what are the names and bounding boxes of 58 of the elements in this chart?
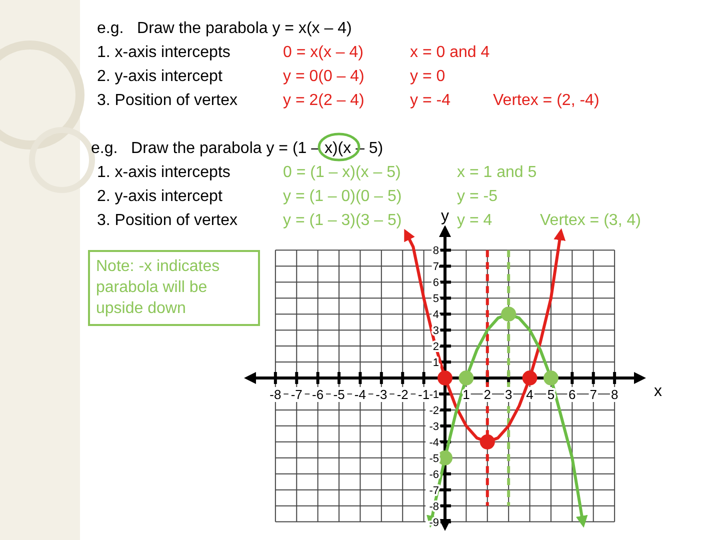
text: 3. Position of vertex <box>97 92 238 109</box>
x-axis-title: x <box>654 383 662 400</box>
x-tick-label: 3 <box>504 387 512 402</box>
text: Vertex = (3, 4) <box>540 212 641 229</box>
x-tick-label: -6 <box>312 387 324 402</box>
point <box>501 306 516 322</box>
text: 2. y-axis intercept <box>97 188 223 205</box>
text: y = 0(0 – 4) <box>283 68 364 85</box>
y-tick-label: 3 <box>432 325 439 338</box>
point <box>438 450 452 466</box>
y-tick-label: 5 <box>432 293 439 306</box>
point <box>438 370 452 386</box>
text: y = 4 <box>457 212 492 229</box>
y-tick-label: -2 <box>429 404 439 417</box>
text: y = -4 <box>410 92 451 109</box>
text: e.g. Draw the parabola y = x(x – 4) <box>97 20 352 37</box>
x-tick-label: 2 <box>484 387 492 402</box>
x-tick-label: -8 <box>270 387 282 402</box>
x-tick-label: 7 <box>590 387 597 402</box>
x-tick-label: -3 <box>376 387 388 402</box>
text: Note: -x indicates parabola will be upside down <box>96 258 220 317</box>
text: x = 1 and 5 <box>457 164 537 181</box>
x-tick-label: 6 <box>568 387 576 402</box>
y-tick-label: -3 <box>429 420 439 433</box>
x-tick-label: -2 <box>396 387 408 402</box>
point <box>480 434 495 450</box>
text: 2. y-axis intercept <box>97 68 223 85</box>
text: 3. Position of vertex <box>97 212 238 229</box>
y-tick-label: 8 <box>432 245 439 258</box>
x-tick-label: 1 <box>462 387 470 402</box>
y-tick-label: 6 <box>432 277 439 290</box>
y-tick-label: -5 <box>429 452 439 465</box>
y-tick-label: 1 <box>432 357 439 370</box>
x-tick-label: -5 <box>333 387 345 402</box>
text: y = -5 <box>457 188 498 205</box>
x-tick-label: -7 <box>290 387 302 402</box>
text: 0 = (1 – x)(x – 5) <box>283 164 401 181</box>
text: y = (1 – 3)(3 – 5) <box>283 212 402 229</box>
text: y = 0 <box>410 68 446 85</box>
point <box>458 370 474 386</box>
y-tick-label: -6 <box>429 468 439 481</box>
text: x = 0 and 4 <box>410 44 490 61</box>
point <box>543 370 558 386</box>
text: 1. x-axis intercepts <box>97 164 230 181</box>
x-tick-label: 4 <box>526 387 534 402</box>
x-tick-label: 5 <box>547 387 555 402</box>
y-tick-label: 4 <box>432 309 439 322</box>
y-tick-label: -4 <box>429 436 439 449</box>
text: 1. x-axis intercepts <box>97 44 230 61</box>
text: 0 = x(x – 4) <box>283 44 364 61</box>
x-tick-label: -4 <box>354 387 366 402</box>
text: Vertex = (2, -4) <box>493 92 600 109</box>
text: y = 2(2 – 4) <box>283 92 364 109</box>
text: y = (1 – 0)(0 – 5) <box>283 188 402 205</box>
x-tick-label: 8 <box>610 387 618 402</box>
y-axis-title: y <box>441 208 449 225</box>
point <box>522 370 538 386</box>
y-tick-label: 7 <box>432 261 439 274</box>
